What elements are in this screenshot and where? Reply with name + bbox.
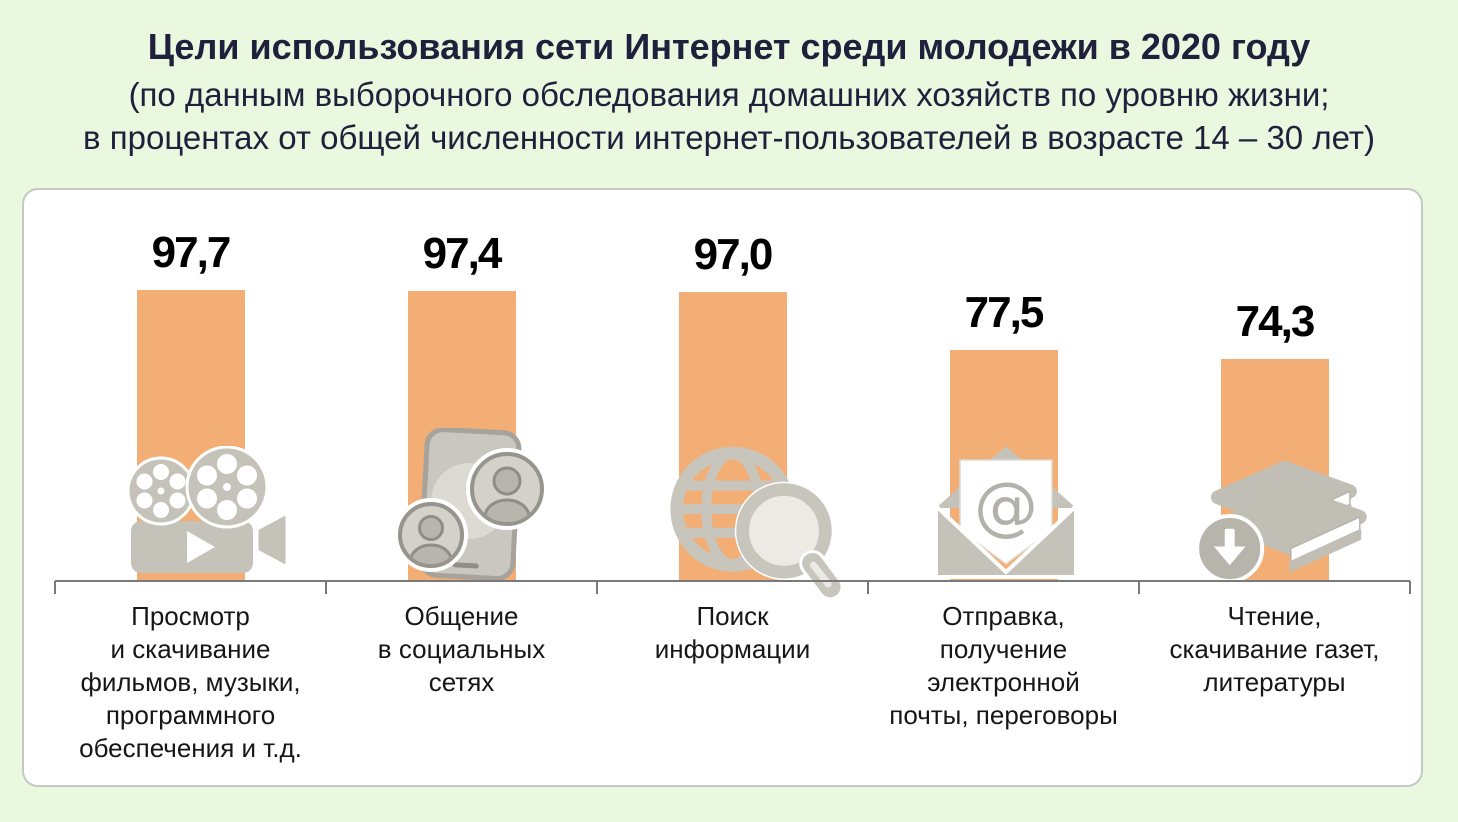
column-plot-area: 77,5 [868, 190, 1139, 580]
column-plot-area: 97,4 [326, 190, 597, 580]
category-label: Общение в социальных сетях [377, 601, 546, 697]
category-label: Отправка, получение электронной почты, п… [889, 601, 1118, 730]
globe-search-icon [662, 436, 844, 604]
column-plot-area: 97,0 [597, 190, 868, 580]
film-camera-icon [111, 446, 291, 578]
category-label: Поиск информации [654, 601, 811, 664]
column-plot-area: 97,7 [55, 190, 326, 580]
axis-tick [867, 581, 869, 594]
bar-value-label: 97,0 [693, 230, 774, 279]
chart-title: Цели использования сети Интернет среди м… [147, 26, 1311, 67]
axis-tick [1138, 581, 1140, 594]
chart-subtitle: (по данным выборочного обследования дома… [0, 73, 1458, 159]
chart-column: 97,7 Просмотр и скачивание фильмов, музы… [55, 190, 326, 785]
chart-column: 97,0 Поиск информации [597, 190, 868, 785]
axis-tick [1409, 581, 1411, 594]
chart-subtitle-line1: (по данным выборочного обследования дома… [128, 76, 1330, 113]
bar-value-label: 97,4 [422, 229, 503, 278]
chart-subtitle-line2: в процентах от общей численности интерне… [83, 119, 1375, 156]
chart-column: 97,4 Общение в социальных сетях [326, 190, 597, 785]
bar-value-label: 97,7 [151, 228, 232, 277]
email-at-icon [931, 443, 1081, 580]
chart-column: 77,5 Отправка, получение электронной поч… [868, 190, 1139, 785]
column-plot-area: 74,3 [1139, 190, 1410, 580]
chart-column: 74,3 Чтение, скачивание газет, литератур… [1139, 190, 1410, 785]
bar-value-label: 74,3 [1235, 297, 1316, 346]
phone-social-icon [394, 428, 544, 580]
bar-value-label: 77,5 [964, 288, 1045, 337]
axis-tick [596, 581, 598, 594]
chart-columns: 97,7 Просмотр и скачивание фильмов, музы… [55, 190, 1410, 785]
chart-panel: 97,7 Просмотр и скачивание фильмов, музы… [22, 188, 1423, 787]
category-label: Чтение, скачивание газет, литературы [1169, 601, 1380, 697]
axis-tick [54, 581, 56, 594]
books-download-icon [1183, 446, 1373, 584]
category-label: Просмотр и скачивание фильмов, музыки, п… [79, 601, 302, 763]
x-axis [54, 580, 1411, 594]
chart-header: Цели использования сети Интернет среди м… [0, 0, 1458, 159]
axis-tick [325, 581, 327, 594]
bar-chart: 97,7 Просмотр и скачивание фильмов, музы… [54, 190, 1411, 785]
